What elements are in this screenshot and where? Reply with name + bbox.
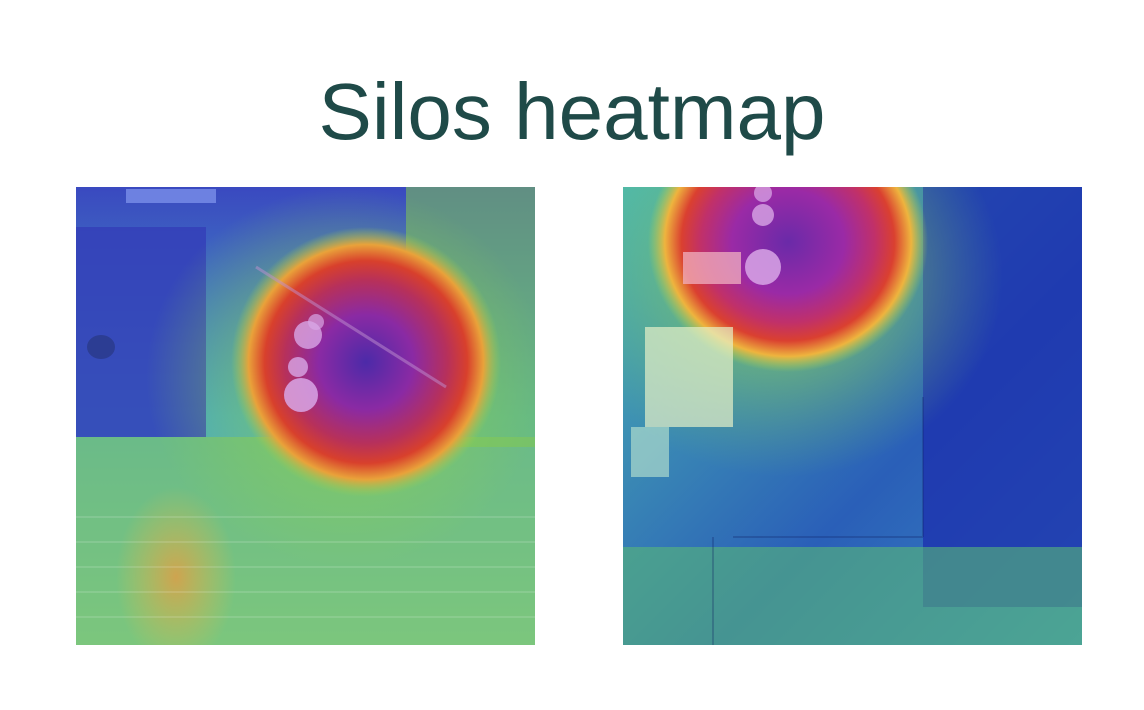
heatmap-image-left — [76, 187, 535, 645]
page-title: Silos heatmap — [318, 67, 826, 156]
heatmap-image-right — [623, 187, 1082, 645]
